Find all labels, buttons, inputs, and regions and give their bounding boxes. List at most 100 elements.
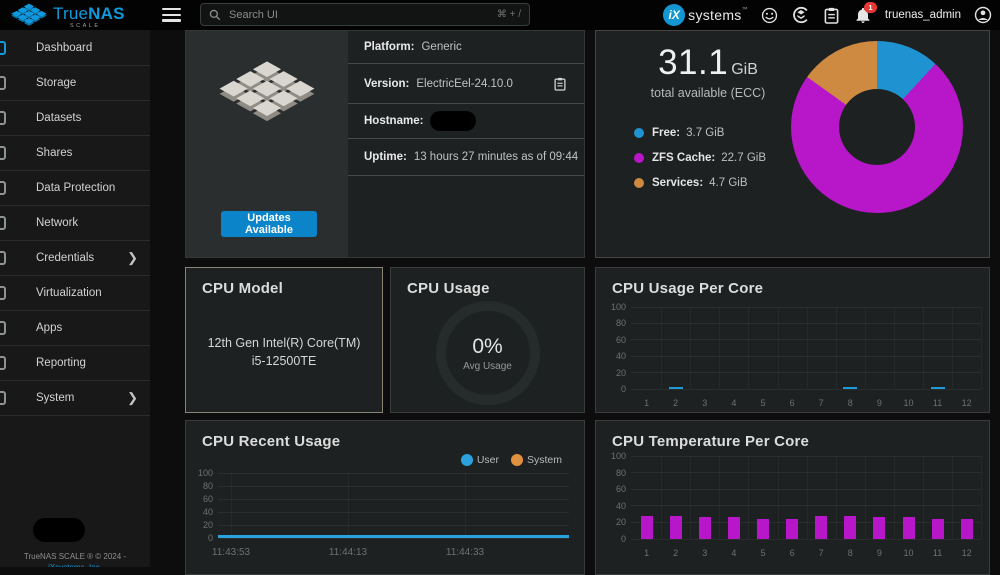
gridline-v xyxy=(893,307,895,389)
sidebar-item-label: Reporting xyxy=(36,357,86,369)
gridline-v xyxy=(806,307,808,389)
x-tick-label: 1 xyxy=(644,398,650,408)
system-information-card: Updates Available Platform: Generic Versio… xyxy=(185,30,585,258)
y-tick-label: 60 xyxy=(615,484,626,495)
gridline-v xyxy=(748,456,750,539)
cpu-recent-usage-chart: 0 20 40 60 80 100 11:43:53 11:44:13 11:44:33 xyxy=(198,468,569,558)
sidebar-item-dashboard[interactable]: Dashboard xyxy=(0,31,150,66)
y-tick-label: 100 xyxy=(610,302,626,312)
x-tick-label: 8 xyxy=(847,398,853,408)
menu-toggle-button[interactable] xyxy=(162,8,181,22)
cpu-usage-gauge: 0% Avg Usage xyxy=(435,301,540,405)
chevron-right-icon: ❯ xyxy=(127,390,138,405)
cpu-recent-usage-title: CPU Recent Usage xyxy=(202,433,341,450)
sidebar-item-data-protection[interactable]: Data Protection xyxy=(0,171,150,206)
cpu-usage-value: 0% xyxy=(472,334,503,358)
sidebar-item-label: Datasets xyxy=(36,112,82,124)
x-tick-label: 2 xyxy=(673,548,679,558)
legend-value: 22.7 GiB xyxy=(721,152,767,164)
gridline-h xyxy=(631,339,981,341)
sidebar-item-shares[interactable]: Shares xyxy=(0,136,150,171)
alerts-count-badge: 1 xyxy=(863,2,877,13)
donut-hole xyxy=(839,89,915,165)
legend-series-name: System xyxy=(526,454,562,466)
y-tick-label: 80 xyxy=(615,318,626,329)
chevron-right-icon: ❯ xyxy=(127,250,138,265)
memory-total-unit: GiB xyxy=(731,61,758,78)
gridline-h xyxy=(631,472,981,474)
bar xyxy=(640,515,653,539)
truenas-logo[interactable]: TrueNAS SCALE xyxy=(10,2,125,29)
gridline-h xyxy=(631,355,981,357)
info-label: Platform: xyxy=(364,41,415,53)
gridline-h xyxy=(218,524,569,526)
gridline-v xyxy=(719,307,721,389)
gridline-v xyxy=(864,307,866,389)
info-value: 13 hours 27 minutes as of 09:44 xyxy=(413,151,579,163)
jobs-clipboard-icon[interactable] xyxy=(823,6,841,24)
gridline-v xyxy=(231,473,232,538)
feedback-smiley-icon[interactable] xyxy=(761,6,779,24)
gridline-h xyxy=(218,472,569,474)
dashboard-icon xyxy=(0,41,6,55)
gridline-h xyxy=(218,485,569,487)
sidebar-item-apps[interactable]: Apps xyxy=(0,311,150,346)
bar xyxy=(931,519,944,539)
gridline-v xyxy=(981,456,983,539)
gridline-v xyxy=(690,456,692,539)
y-tick-label: 80 xyxy=(615,467,626,478)
bar xyxy=(815,515,828,539)
gridline-h xyxy=(631,505,981,507)
logged-in-username: truenas_admin xyxy=(884,9,961,21)
x-tick-label: 12 xyxy=(961,398,972,408)
gridline-v xyxy=(952,456,954,539)
x-tick-label: 3 xyxy=(702,548,708,558)
sidebar-item-credentials[interactable]: Credentials ❯ xyxy=(0,241,150,276)
x-tick-label: 8 xyxy=(847,548,853,558)
x-tick-label: 5 xyxy=(760,548,766,558)
x-tick-label: 3 xyxy=(702,398,708,408)
y-tick-label: 60 xyxy=(202,494,213,504)
updates-available-button[interactable]: Updates Available xyxy=(221,211,317,237)
ix-mark-icon: iX xyxy=(663,4,686,26)
gridline-v xyxy=(690,307,692,389)
gridline-v xyxy=(835,456,837,539)
truecommand-icon[interactable] xyxy=(792,6,810,24)
gridline-v xyxy=(923,456,925,539)
y-tick-label: 20 xyxy=(202,520,213,530)
y-tick-label: 20 xyxy=(615,367,626,378)
gridline-v xyxy=(981,307,983,389)
series-user-line xyxy=(218,535,569,538)
bar xyxy=(698,517,711,539)
gridline-v xyxy=(835,307,837,389)
copyright-text: TrueNAS SCALE ® © 2024 - xyxy=(23,552,127,561)
cpu-usage-per-core-card: CPU Usage Per Core 0 20 40 60 80 100 1 2 3 4 5 6 7 8 9… xyxy=(595,267,990,413)
sidebar-item-reporting[interactable]: Reporting xyxy=(0,346,150,381)
legend-label: ZFS Cache: xyxy=(652,152,716,164)
sidebar-item-network[interactable]: Network xyxy=(0,206,150,241)
copy-version-icon[interactable] xyxy=(554,77,566,91)
search-input[interactable] xyxy=(227,7,497,22)
gridline-h xyxy=(631,455,981,457)
sidebar-item-datasets[interactable]: Datasets xyxy=(0,101,150,136)
bar xyxy=(960,519,973,539)
info-label: Uptime: xyxy=(364,151,407,163)
services-dot-icon xyxy=(634,178,644,188)
x-tick-label: 12 xyxy=(961,548,972,558)
alerts-bell-icon[interactable]: 1 xyxy=(854,2,877,24)
x-tick-label: 11:43:53 xyxy=(211,547,251,558)
account-icon[interactable] xyxy=(974,6,992,24)
sidebar-item-virtualization[interactable]: Virtualization xyxy=(0,276,150,311)
global-search[interactable]: ⌘ + / xyxy=(200,3,530,26)
sidebar-item-label: Storage xyxy=(36,77,77,89)
sidebar-item-storage[interactable]: Storage xyxy=(0,66,150,101)
bar xyxy=(669,515,682,539)
memory-total-value: 31.1 xyxy=(658,43,729,82)
search-shortcut-hint: ⌘ + / xyxy=(496,9,521,20)
cpu-model-card: CPU Model 12th Gen Intel(R) Core(TM) i5-… xyxy=(185,267,383,413)
memory-subtitle: total available (ECC) xyxy=(650,86,766,100)
sidebar-item-system[interactable]: System ❯ xyxy=(0,381,150,416)
x-tick-label: 7 xyxy=(818,398,824,408)
x-tick-label: 6 xyxy=(789,548,795,558)
